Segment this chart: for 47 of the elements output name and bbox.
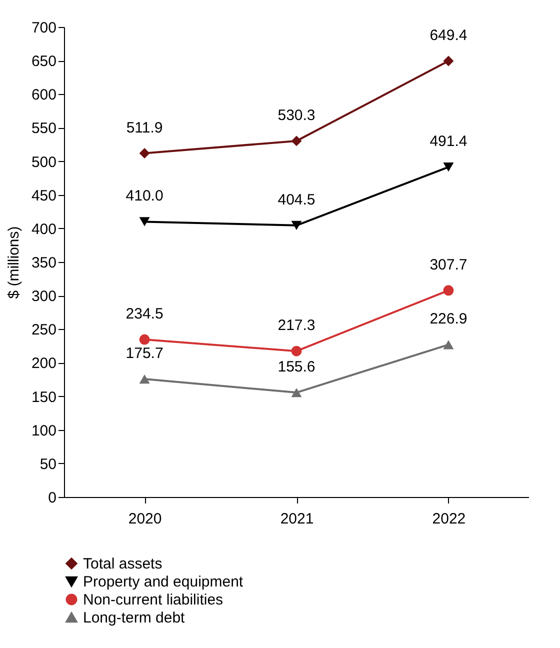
point	[139, 217, 150, 226]
data-label: 175.7	[126, 345, 164, 362]
y-tick-label: 400	[31, 220, 56, 238]
point	[139, 334, 150, 345]
point	[291, 346, 302, 356]
x-tick-label: 2020	[128, 510, 162, 528]
point	[291, 388, 302, 398]
point	[443, 285, 454, 296]
data-label: 511.9	[126, 119, 163, 136]
legend-label: Non-current liabilities	[83, 592, 224, 608]
y-tick-label: 450	[31, 187, 56, 204]
y-tick-label: 500	[31, 154, 56, 171]
y-axis-title: $ (millions)	[5, 226, 22, 299]
data-label: 410.0	[126, 188, 164, 205]
x-tick-label: 2022	[432, 510, 466, 528]
y-tick-label: 50	[40, 456, 56, 473]
point	[443, 56, 454, 66]
point	[443, 340, 454, 350]
y-tick-label: 150	[31, 388, 56, 406]
data-label: 491.4	[430, 133, 468, 150]
y-tick-label: 100	[31, 422, 56, 440]
point	[139, 148, 150, 159]
data-label: 226.9	[430, 310, 468, 328]
point	[139, 374, 150, 384]
data-label: 649.4	[430, 26, 468, 44]
data-label: 155.6	[278, 358, 316, 376]
y-tick-label: 200	[31, 355, 56, 372]
data-label: 404.5	[278, 191, 316, 208]
point	[291, 136, 302, 146]
y-tick-label: 250	[31, 322, 56, 339]
y-tick-label: 300	[31, 288, 56, 306]
y-tick-label: 600	[31, 86, 56, 104]
data-label: 217.3	[278, 317, 316, 334]
data-label: 530.3	[278, 106, 316, 124]
y-tick-label: 700	[31, 20, 56, 36]
y-tick-label: 350	[31, 254, 56, 272]
x-tick-label: 2021	[280, 510, 314, 528]
legend-label: Property and equipment	[83, 574, 244, 590]
legend-label: Total assets	[83, 556, 162, 572]
point	[443, 162, 454, 172]
legend-label: Long-term debt	[83, 610, 186, 626]
y-tick-label: 650	[31, 53, 56, 70]
y-tick-label: 0	[48, 490, 56, 506]
data-label: 234.5	[126, 306, 164, 323]
data-label: 307.7	[430, 256, 468, 274]
point	[291, 220, 302, 230]
y-tick-label: 550	[31, 120, 56, 138]
